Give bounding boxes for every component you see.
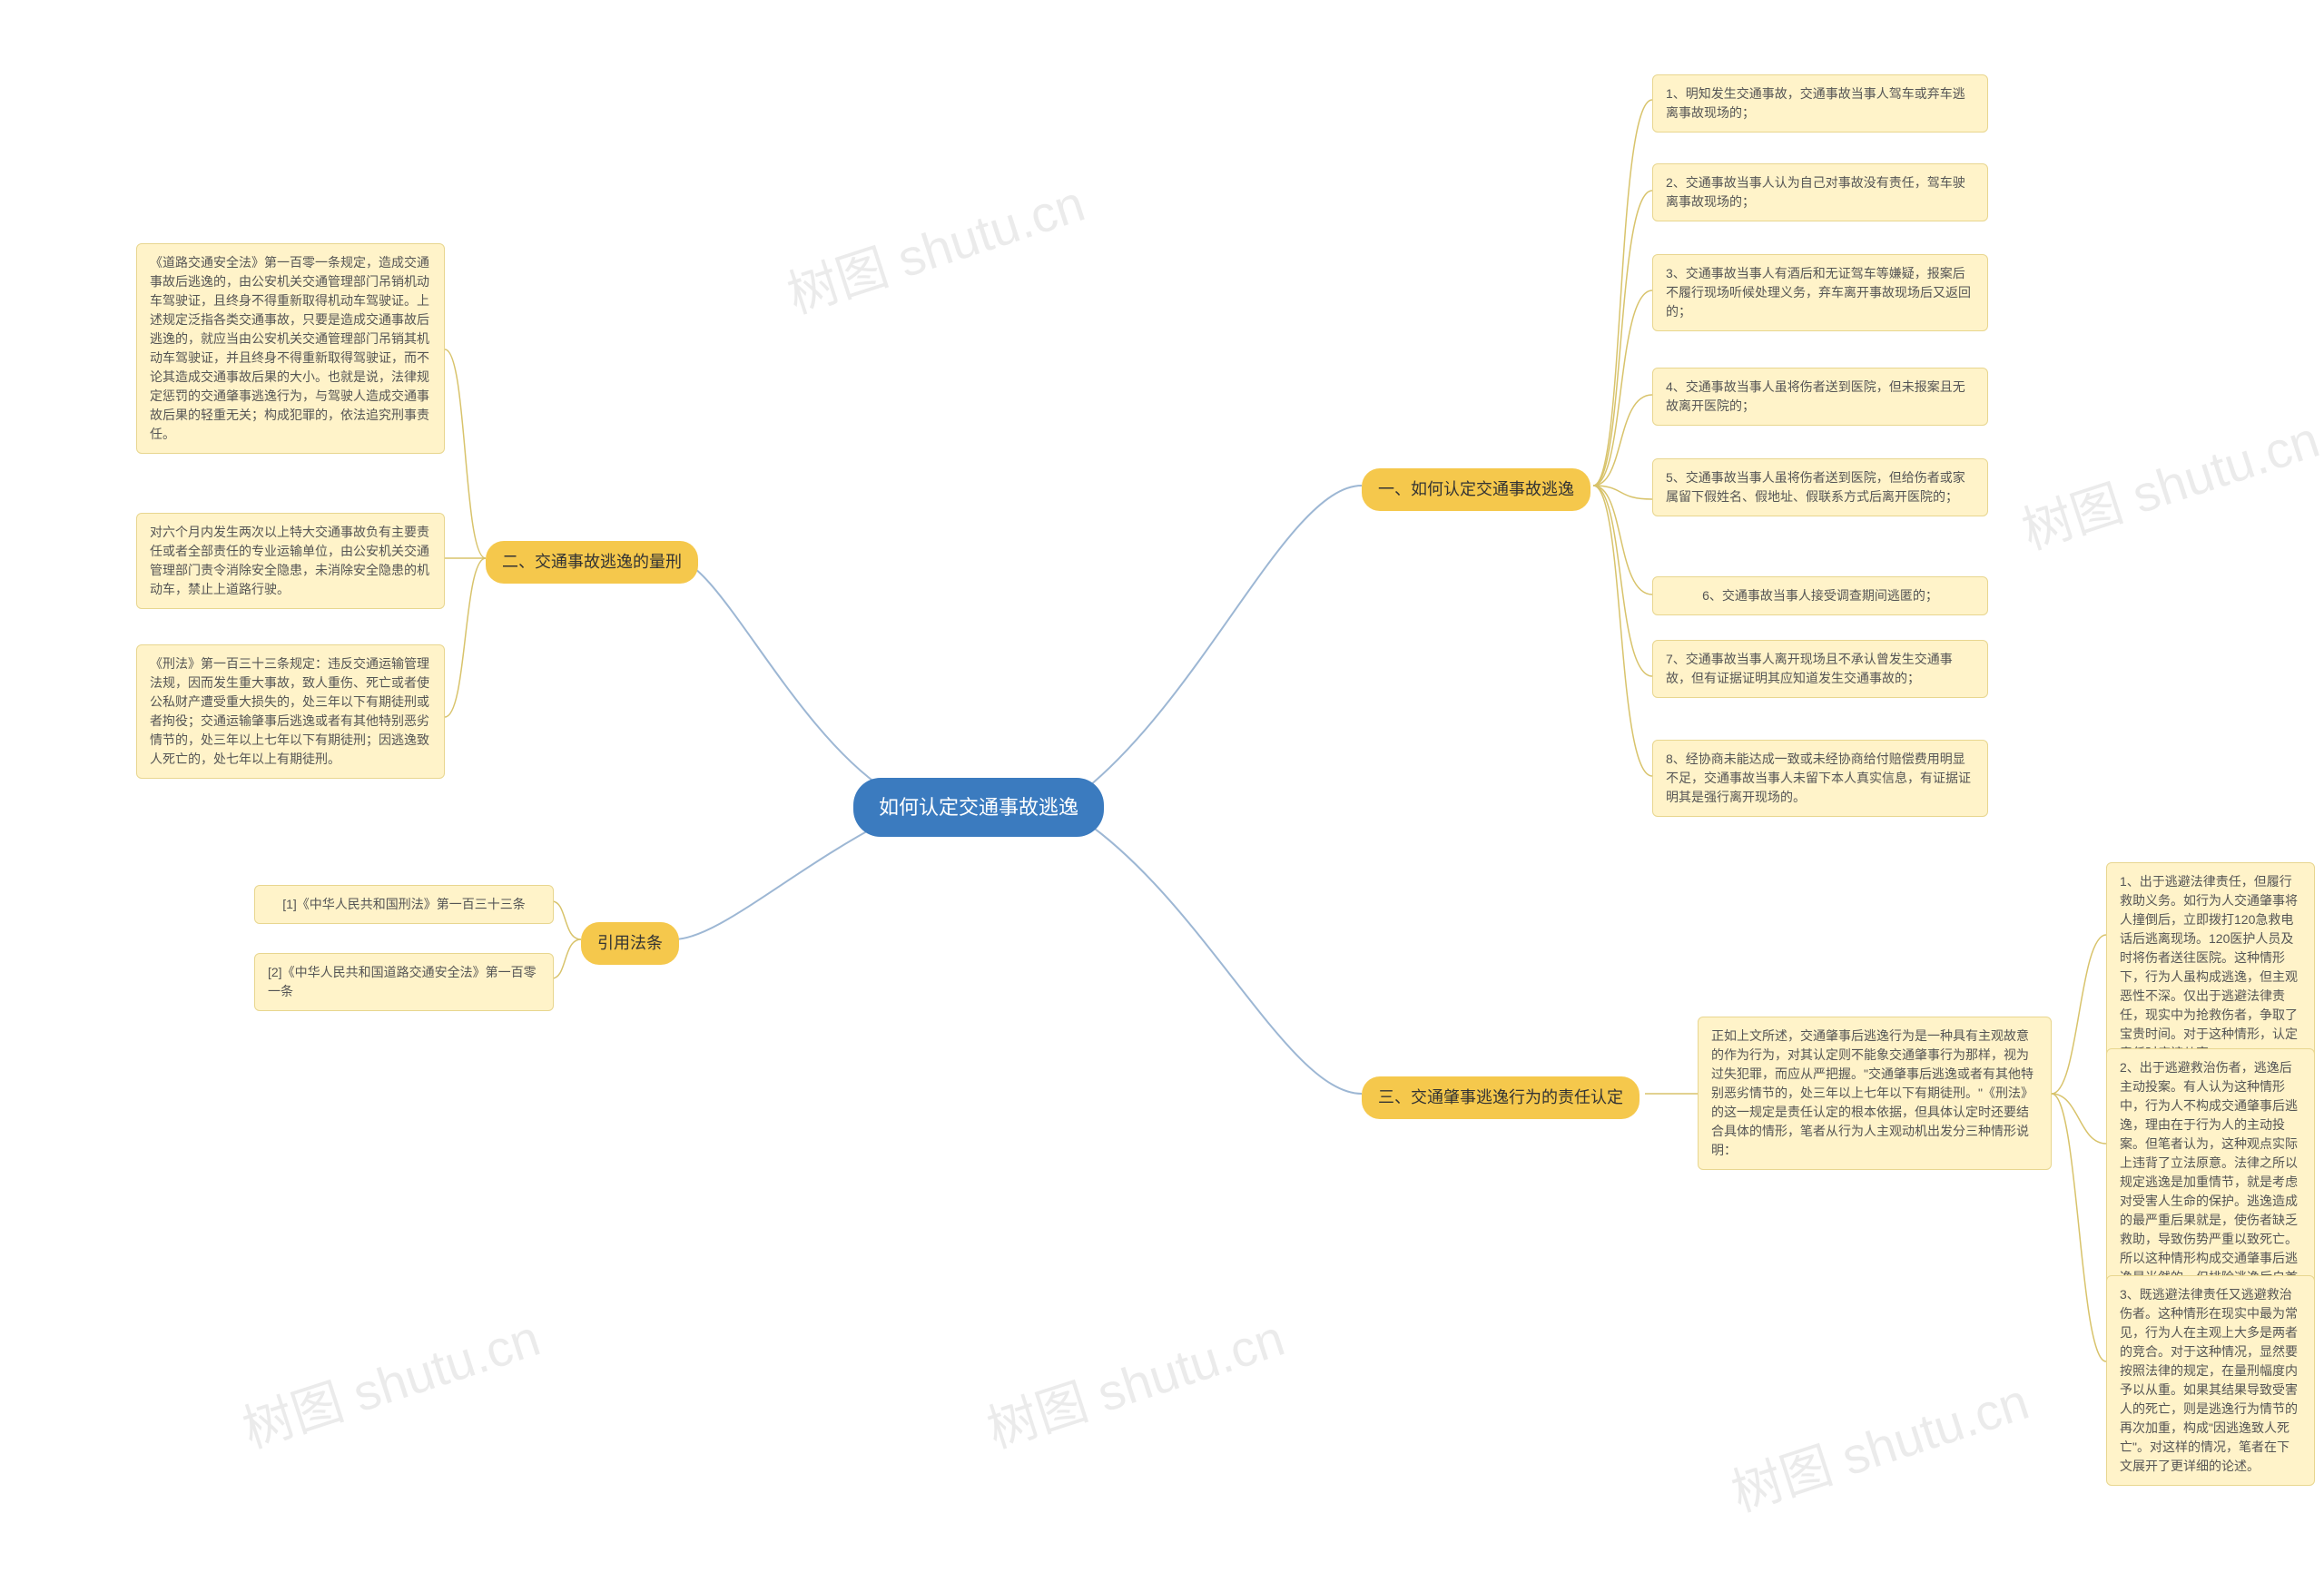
watermark: 树图 shutu.cn (1721, 1361, 2037, 1527)
branch-2[interactable]: 二、交通事故逃逸的量刑 (486, 541, 698, 584)
b1-leaf-6: 6、交通事故当事人接受调查期间逃匿的； (1652, 576, 1988, 615)
leaf-text: 5、交通事故当事人虽将伤者送到医院，但给伤者或家属留下假姓名、假地址、假联系方式… (1666, 468, 1974, 506)
branch-3[interactable]: 三、交通肇事逃逸行为的责任认定 (1362, 1076, 1640, 1119)
b4-leaf-2: [2]《中华人民共和国道路交通安全法》第一百零一条 (254, 953, 554, 1011)
b1-leaf-7: 7、交通事故当事人离开现场且不承认曾发生交通事故，但有证据证明其应知道发生交通事… (1652, 640, 1988, 698)
b3-leaf-1: 1、出于逃避法律责任，但履行救助义务。如行为人交通肇事将人撞倒后，立即拨打120… (2106, 862, 2315, 1073)
leaf-text: 对六个月内发生两次以上特大交通事故负有主要责任或者全部责任的专业运输单位，由公安… (150, 523, 431, 599)
leaf-text: [1]《中华人民共和国刑法》第一百三十三条 (282, 895, 526, 914)
leaf-text: 《道路交通安全法》第一百零一条规定，造成交通事故后逃逸的，由公安机关交通管理部门… (150, 253, 431, 444)
leaf-text: 3、既逃避法律责任又逃避救治伤者。这种情形在现实中最为常见，行为人在主观上大多是… (2120, 1285, 2301, 1476)
watermark: 树图 shutu.cn (232, 1298, 548, 1463)
watermark: 树图 shutu.cn (2012, 399, 2324, 565)
leaf-text: 3、交通事故当事人有酒后和无证驾车等嫌疑，报案后不履行现场听候处理义务，弃车离开… (1666, 264, 1974, 321)
b2-leaf-3: 《刑法》第一百三十三条规定：违反交通运输管理法规，因而发生重大事故，致人重伤、死… (136, 644, 445, 779)
branch-2-label: 二、交通事故逃逸的量刑 (502, 550, 682, 575)
watermark: 树图 shutu.cn (977, 1298, 1293, 1463)
leaf-text: 1、明知发生交通事故，交通事故当事人驾车或弃车逃离事故现场的； (1666, 84, 1974, 123)
branch-4-label: 引用法条 (597, 931, 663, 956)
leaf-text: 4、交通事故当事人虽将伤者送到医院，但未报案且无故离开医院的； (1666, 378, 1974, 416)
branch-3-label: 三、交通肇事逃逸行为的责任认定 (1378, 1086, 1623, 1110)
b1-leaf-8: 8、经协商未能达成一致或未经协商给付赔偿费用明显不足，交通事故当事人未留下本人真… (1652, 740, 1988, 817)
leaf-text: [2]《中华人民共和国道路交通安全法》第一百零一条 (268, 963, 540, 1001)
leaf-text: 7、交通事故当事人离开现场且不承认曾发生交通事故，但有证据证明其应知道发生交通事… (1666, 650, 1974, 688)
root-label: 如何认定交通事故逃逸 (879, 792, 1078, 822)
b3-leaf-3: 3、既逃避法律责任又逃避救治伤者。这种情形在现实中最为常见，行为人在主观上大多是… (2106, 1275, 2315, 1486)
watermark: 树图 shutu.cn (777, 163, 1093, 329)
leaf-text: 6、交通事故当事人接受调查期间逃匿的； (1702, 586, 1938, 605)
b1-leaf-2: 2、交通事故当事人认为自己对事故没有责任，驾车驶离事故现场的； (1652, 163, 1988, 221)
leaf-text: 1、出于逃避法律责任，但履行救助义务。如行为人交通肇事将人撞倒后，立即拨打120… (2120, 872, 2301, 1063)
b3-intro: 正如上文所述，交通肇事后逃逸行为是一种具有主观故意的作为行为，对其认定则不能象交… (1698, 1017, 2052, 1170)
leaf-text: 8、经协商未能达成一致或未经协商给付赔偿费用明显不足，交通事故当事人未留下本人真… (1666, 750, 1974, 807)
root-node[interactable]: 如何认定交通事故逃逸 (853, 778, 1104, 837)
b2-leaf-2: 对六个月内发生两次以上特大交通事故负有主要责任或者全部责任的专业运输单位，由公安… (136, 513, 445, 609)
branch-1[interactable]: 一、如何认定交通事故逃逸 (1362, 468, 1590, 511)
b2-leaf-1: 《道路交通安全法》第一百零一条规定，造成交通事故后逃逸的，由公安机关交通管理部门… (136, 243, 445, 454)
leaf-text: 《刑法》第一百三十三条规定：违反交通运输管理法规，因而发生重大事故，致人重伤、死… (150, 654, 431, 769)
b1-leaf-1: 1、明知发生交通事故，交通事故当事人驾车或弃车逃离事故现场的； (1652, 74, 1988, 133)
branch-1-label: 一、如何认定交通事故逃逸 (1378, 477, 1574, 502)
b1-leaf-4: 4、交通事故当事人虽将伤者送到医院，但未报案且无故离开医院的； (1652, 368, 1988, 426)
b4-leaf-1: [1]《中华人民共和国刑法》第一百三十三条 (254, 885, 554, 924)
branch-4[interactable]: 引用法条 (581, 922, 679, 965)
b1-leaf-5: 5、交通事故当事人虽将伤者送到医院，但给伤者或家属留下假姓名、假地址、假联系方式… (1652, 458, 1988, 516)
leaf-text: 2、交通事故当事人认为自己对事故没有责任，驾车驶离事故现场的； (1666, 173, 1974, 211)
b1-leaf-3: 3、交通事故当事人有酒后和无证驾车等嫌疑，报案后不履行现场听候处理义务，弃车离开… (1652, 254, 1988, 331)
leaf-text: 正如上文所述，交通肇事后逃逸行为是一种具有主观故意的作为行为，对其认定则不能象交… (1711, 1027, 2038, 1160)
